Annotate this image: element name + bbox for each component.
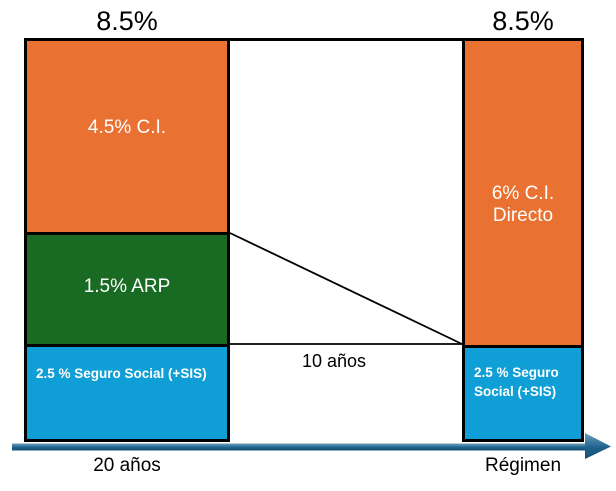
axis-label-regimen: Régimen xyxy=(484,455,562,476)
left-arp-segment-label: 1.5% ARP xyxy=(83,276,171,297)
right-seguro-social-segment: 2.5 % Seguro Social (+SIS) xyxy=(465,345,581,439)
right-seguro-social-label-line2: Social (+SIS) xyxy=(474,384,557,399)
right-seguro-social-label: 2.5 % Seguro Social (+SIS) xyxy=(474,363,559,401)
right-bar-total-label: 8.5% xyxy=(492,6,554,36)
left-seguro-social-label: 2.5 % Seguro Social (+SIS) xyxy=(36,366,207,381)
transition-duration-label: 10 años xyxy=(301,351,367,371)
right-ci-directo-label-line1: 6% C.I. xyxy=(491,182,555,204)
right-ci-directo-label: 6% C.I. Directo xyxy=(492,183,554,228)
left-bar-total-label: 8.5% xyxy=(96,6,158,36)
timeline-arrowhead-icon xyxy=(585,433,611,459)
right-seguro-social-label-line1: 2.5 % Seguro xyxy=(474,365,559,380)
right-stacked-bar: 6% C.I. Directo 2.5 % Seguro Social (+SI… xyxy=(462,38,584,442)
left-arp-segment: 1.5% ARP xyxy=(27,232,227,344)
right-ci-directo-segment: 6% C.I. Directo xyxy=(465,41,581,345)
left-stacked-bar: 4.5% C.I. 1.5% ARP 2.5 % Seguro Social (… xyxy=(24,38,230,442)
transition-diagonal-line xyxy=(229,232,463,345)
left-ci-segment-label: 4.5% C.I. xyxy=(87,117,167,138)
timeline-axis-bar xyxy=(12,443,585,451)
left-seguro-social-segment: 2.5 % Seguro Social (+SIS) xyxy=(27,344,227,439)
right-ci-directo-label-line2: Directo xyxy=(492,205,554,226)
left-ci-segment: 4.5% C.I. xyxy=(27,41,227,232)
axis-label-20-anos: 20 años xyxy=(93,455,161,476)
